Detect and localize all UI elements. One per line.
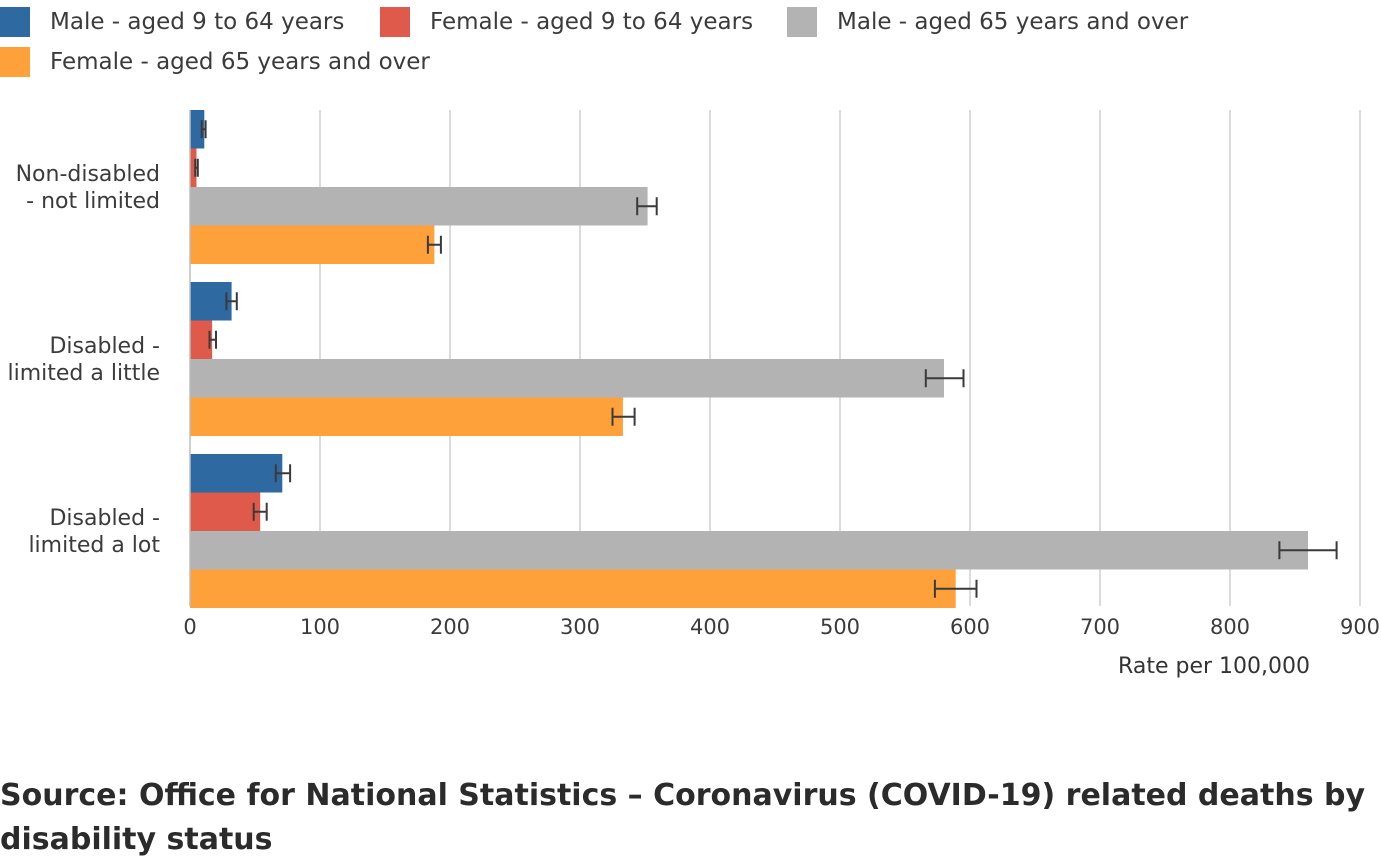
error-bar bbox=[933, 579, 978, 598]
x-tick-label: 100 bbox=[300, 615, 340, 639]
bar bbox=[190, 110, 205, 149]
x-tick-label: 0 bbox=[183, 615, 196, 639]
error-bar bbox=[208, 330, 217, 349]
bar-chart: 0 100 200 300 400 500 600 700 800 900 Non-disabled… bbox=[8, 110, 1380, 639]
error-bar bbox=[200, 120, 207, 139]
bar bbox=[190, 148, 197, 187]
bar bbox=[190, 397, 623, 436]
legend-swatch bbox=[787, 7, 817, 37]
legend-item: Male - aged 9 to 64 years bbox=[0, 2, 344, 42]
x-tick-label: 300 bbox=[560, 615, 600, 639]
legend-label: Male - aged 9 to 64 years bbox=[50, 9, 345, 35]
x-tick-label: 500 bbox=[820, 615, 860, 639]
legend-item: Female - aged 65 years and over bbox=[0, 42, 430, 82]
bar bbox=[190, 569, 956, 608]
error-bar bbox=[194, 158, 199, 177]
error-bar bbox=[1278, 541, 1338, 560]
error-bar bbox=[274, 464, 292, 483]
x-axis-label: Rate per 100,000 bbox=[1118, 654, 1310, 679]
bar bbox=[190, 225, 435, 264]
source-note: Source: Office for National Statistics –… bbox=[0, 778, 1366, 857]
legend-label: Male - aged 65 years and over bbox=[837, 9, 1189, 35]
error-bar bbox=[225, 292, 238, 311]
legend-swatch bbox=[0, 47, 30, 77]
error-bar bbox=[426, 235, 442, 254]
bar bbox=[190, 359, 944, 398]
bar bbox=[190, 492, 261, 531]
chart-legend: Male - aged 9 to 64 years Female - aged 9… bbox=[0, 0, 1381, 90]
error-bar bbox=[924, 369, 965, 388]
category-label: Non-disabled - not limited bbox=[16, 162, 160, 214]
bar bbox=[190, 282, 232, 321]
x-tick-label: 400 bbox=[690, 615, 730, 639]
error-bar bbox=[611, 407, 636, 426]
x-tick-label: 200 bbox=[430, 615, 470, 639]
legend-swatch bbox=[0, 7, 30, 37]
error-bar bbox=[252, 502, 268, 521]
category-label: Disabled -limited a little bbox=[8, 334, 161, 386]
error-bar bbox=[636, 197, 658, 216]
bar bbox=[190, 320, 213, 359]
x-tick-label: 900 bbox=[1340, 615, 1380, 639]
legend-label: Female - aged 9 to 64 years bbox=[430, 9, 754, 35]
legend-item: Female - aged 9 to 64 years bbox=[380, 2, 753, 42]
legend-item: Male - aged 65 years and over bbox=[787, 2, 1188, 42]
x-tick-label: 800 bbox=[1210, 615, 1250, 639]
bar bbox=[190, 531, 1308, 570]
x-tick-label: 600 bbox=[950, 615, 990, 639]
bar bbox=[190, 187, 648, 226]
legend-label: Female - aged 65 years and over bbox=[50, 49, 430, 75]
bar bbox=[190, 454, 283, 493]
legend-swatch bbox=[380, 7, 410, 37]
x-tick-label: 700 bbox=[1080, 615, 1120, 639]
category-label: Disabled -limited a lot bbox=[28, 506, 160, 558]
